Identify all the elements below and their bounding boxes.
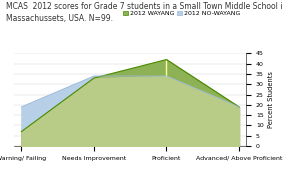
Text: MCAS  2012 scores for Grade 7 students in a Small Town Middle School in the Stat: MCAS 2012 scores for Grade 7 students in… xyxy=(6,2,283,11)
Y-axis label: Percent Students: Percent Students xyxy=(268,71,274,128)
Text: Massachussets, USA. N=99.: Massachussets, USA. N=99. xyxy=(6,14,113,23)
Legend: 2012 WAYANG, 2012 NO-WAYANG: 2012 WAYANG, 2012 NO-WAYANG xyxy=(120,8,243,19)
